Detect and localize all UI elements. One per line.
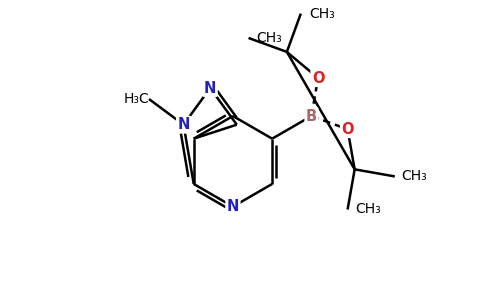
- Text: CH₃: CH₃: [309, 7, 335, 21]
- Text: B: B: [306, 109, 317, 124]
- Text: N: N: [177, 117, 190, 132]
- Text: CH₃: CH₃: [402, 169, 427, 183]
- Text: O: O: [341, 122, 354, 137]
- Text: O: O: [312, 70, 324, 86]
- Text: N: N: [227, 199, 239, 214]
- Text: H₃C: H₃C: [123, 92, 149, 106]
- Text: N: N: [204, 80, 216, 95]
- Text: CH₃: CH₃: [356, 202, 381, 217]
- Text: CH₃: CH₃: [257, 31, 283, 45]
